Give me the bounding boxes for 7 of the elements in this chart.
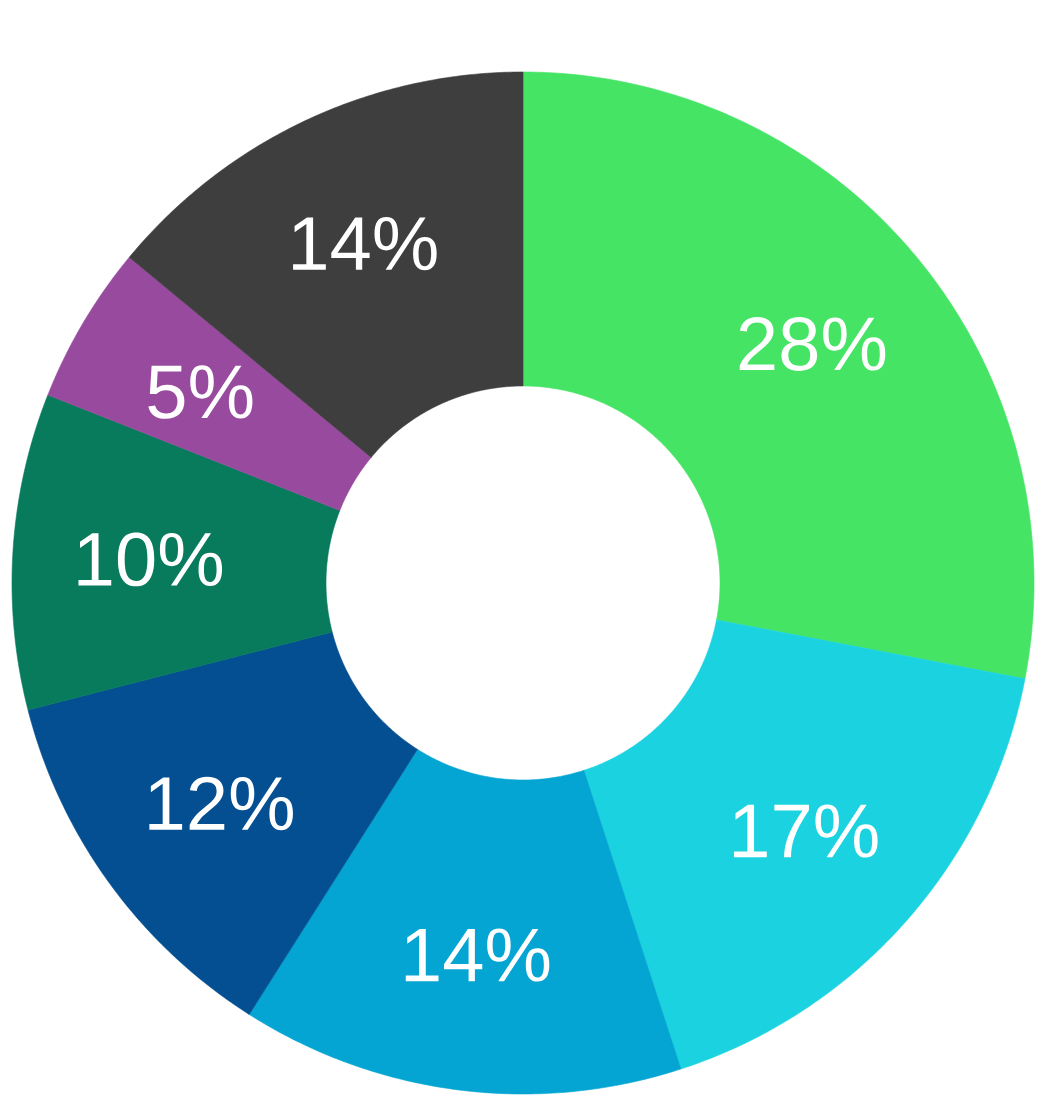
data-label: 14% (293, 217, 437, 271)
data-label: 10% (78, 532, 223, 587)
data-label: 28% (739, 317, 886, 371)
data-label: 17% (734, 804, 878, 858)
data-label: 14% (405, 928, 550, 982)
data-label: 12% (149, 776, 293, 831)
data-label: 5% (148, 365, 253, 419)
